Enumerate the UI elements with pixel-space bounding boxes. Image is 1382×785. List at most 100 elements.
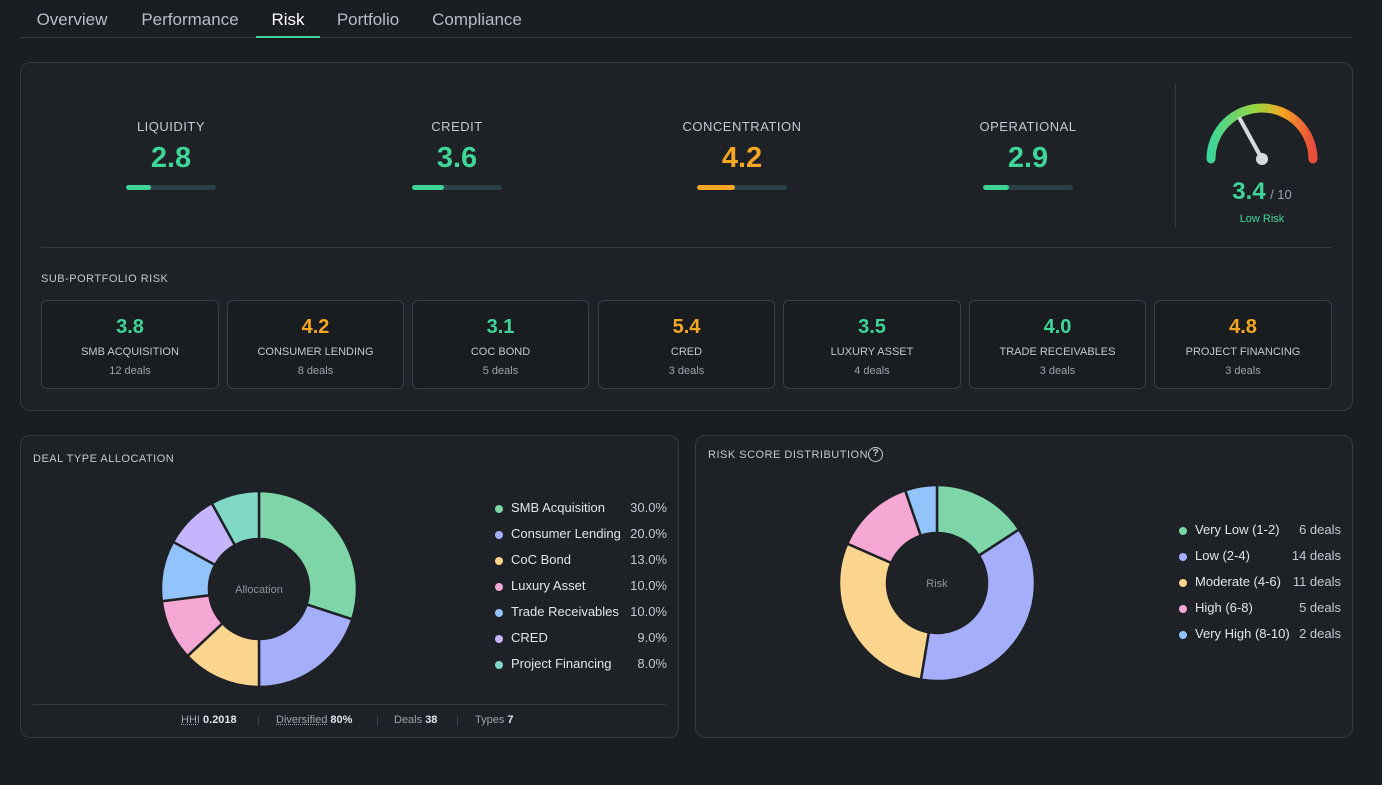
diversified-stat: Diversified 80% bbox=[276, 714, 352, 726]
sub-portfolio-card[interactable]: 4.0 TRADE RECEIVABLES 3 deals bbox=[969, 300, 1146, 389]
sub-portfolio-card[interactable]: 4.2 CONSUMER LENDING 8 deals bbox=[227, 300, 404, 389]
metric-operational: OPERATIONAL 2.9 bbox=[928, 119, 1128, 190]
metric-concentration: CONCENTRATION 4.2 bbox=[642, 119, 842, 190]
hhi-label: HHI bbox=[181, 714, 200, 726]
risk-overview-card: LIQUIDITY 2.8 CREDIT 3.6 CONCENTRATION 4… bbox=[20, 62, 1353, 411]
legend-label: CRED bbox=[511, 630, 548, 645]
legend-item: Very Low (1-2) 6 deals bbox=[1179, 522, 1341, 540]
donut-slice-smb-acquisition[interactable] bbox=[257, 489, 359, 621]
donut-center-label: Allocation bbox=[235, 584, 283, 596]
legend-label: SMB Acquisition bbox=[511, 500, 605, 515]
donut-slice-project-financing[interactable] bbox=[210, 489, 261, 547]
sub-portfolio-card[interactable]: 3.5 LUXURY ASSET 4 deals bbox=[783, 300, 961, 389]
sub-portfolio-card[interactable]: 3.1 COC BOND 5 deals bbox=[412, 300, 589, 389]
metric-bar-fill bbox=[697, 185, 735, 190]
gauge-arc bbox=[1206, 103, 1318, 164]
allocation-title: DEAL TYPE ALLOCATION bbox=[33, 453, 175, 465]
legend-swatch bbox=[495, 583, 503, 591]
deals-stat: Deals 38 bbox=[394, 714, 437, 726]
types-value: 7 bbox=[507, 714, 514, 726]
help-icon[interactable]: ? bbox=[868, 447, 883, 462]
hhi-stat: HHI 0.2018 bbox=[181, 714, 237, 726]
donut-center-label: Risk bbox=[926, 578, 948, 590]
metric-liquidity: LIQUIDITY 2.8 bbox=[71, 119, 271, 190]
distribution-donut: Risk bbox=[837, 483, 1037, 683]
metric-label: CREDIT bbox=[431, 119, 483, 134]
sub-portfolio-card[interactable]: 3.8 SMB ACQUISITION 12 deals bbox=[41, 300, 219, 389]
metric-bar-fill bbox=[126, 185, 152, 190]
legend-label: Low (2-4) bbox=[1195, 548, 1250, 563]
deals-value: 38 bbox=[425, 714, 438, 726]
overall-score-value: 3.4 bbox=[1232, 178, 1266, 205]
legend-swatch bbox=[495, 505, 503, 513]
legend-item: Moderate (4-6) 11 deals bbox=[1179, 574, 1341, 592]
footer-separator bbox=[377, 716, 378, 726]
legend-swatch bbox=[495, 557, 503, 565]
diversified-value: 80% bbox=[330, 714, 353, 726]
legend-swatch bbox=[495, 609, 503, 617]
tab-compliance[interactable]: Compliance bbox=[432, 10, 522, 29]
sub-portfolio-score: 4.2 bbox=[301, 316, 330, 338]
sub-portfolio-name: TRADE RECEIVABLES bbox=[999, 346, 1116, 358]
diversified-label: Diversified bbox=[276, 714, 328, 726]
legend-label: High (6-8) bbox=[1195, 600, 1253, 615]
metric-value: 2.9 bbox=[1007, 142, 1049, 174]
allocation-legend: SMB Acquisition 30.0% Consumer Lending 20.0… bbox=[495, 500, 667, 680]
legend-item: Low (2-4) 14 deals bbox=[1179, 548, 1341, 566]
donut-slice-low-2-4[interactable] bbox=[919, 527, 1037, 683]
overall-score: 3.4 / 10 bbox=[1181, 178, 1343, 206]
tab-risk[interactable]: Risk bbox=[256, 0, 320, 38]
legend-item: CRED 9.0% bbox=[495, 630, 667, 648]
sub-portfolio-name: CRED bbox=[670, 346, 703, 358]
vertical-divider bbox=[1175, 83, 1176, 227]
tab-overview[interactable]: Overview bbox=[36, 10, 108, 29]
sub-portfolio-title: SUB-PORTFOLIO RISK bbox=[41, 273, 169, 285]
gauge-needle bbox=[1237, 116, 1264, 161]
metric-bar-fill bbox=[412, 185, 445, 190]
sub-portfolio-score: 4.8 bbox=[1229, 316, 1257, 338]
donut-slice-very-high-8-10[interactable] bbox=[903, 483, 939, 538]
legend-swatch bbox=[1179, 579, 1187, 587]
legend-value: 10.0% bbox=[630, 578, 667, 593]
legend-swatch bbox=[1179, 605, 1187, 613]
tab-bar: Overview Performance Risk Portfolio Comp… bbox=[20, 0, 1353, 38]
legend-value: 5 deals bbox=[1299, 600, 1341, 615]
sub-portfolio-deals: 3 deals bbox=[668, 365, 705, 377]
risk-gauge bbox=[1206, 103, 1318, 165]
sub-portfolio-deals: 4 deals bbox=[854, 365, 890, 377]
metric-label: CONCENTRATION bbox=[682, 119, 802, 134]
metric-label: LIQUIDITY bbox=[136, 119, 206, 134]
legend-label: Trade Receivables bbox=[511, 604, 619, 619]
types-stat: Types 7 bbox=[475, 714, 514, 726]
sub-portfolio-name: LUXURY ASSET bbox=[830, 346, 914, 358]
legend-label: Project Financing bbox=[511, 656, 612, 671]
legend-label: CoC Bond bbox=[511, 552, 571, 567]
legend-value: 6 deals bbox=[1299, 522, 1341, 537]
legend-swatch bbox=[1179, 553, 1187, 561]
donut-slice-consumer-lending[interactable] bbox=[257, 602, 354, 689]
legend-item: Consumer Lending 20.0% bbox=[495, 526, 667, 544]
tab-performance[interactable]: Performance bbox=[141, 10, 239, 29]
sub-portfolio-name: PROJECT FINANCING bbox=[1185, 346, 1301, 358]
legend-value: 9.0% bbox=[637, 630, 667, 645]
legend-value: 2 deals bbox=[1299, 626, 1341, 641]
gauge-hub bbox=[1256, 153, 1268, 165]
legend-item: CoC Bond 13.0% bbox=[495, 552, 667, 570]
legend-label: Very Low (1-2) bbox=[1195, 522, 1280, 537]
metric-bar bbox=[412, 185, 502, 190]
footer-divider bbox=[33, 704, 666, 705]
sub-portfolio-deals: 12 deals bbox=[109, 365, 151, 377]
legend-item: High (6-8) 5 deals bbox=[1179, 600, 1341, 618]
legend-item: Very High (8-10) 2 deals bbox=[1179, 626, 1341, 644]
sub-portfolio-card[interactable]: 4.8 PROJECT FINANCING 3 deals bbox=[1154, 300, 1332, 389]
sub-portfolio-deals: 3 deals bbox=[1225, 365, 1261, 377]
allocation-donut: Allocation bbox=[159, 489, 359, 689]
sub-portfolio-card[interactable]: 5.4 CRED 3 deals bbox=[598, 300, 775, 389]
sub-portfolio-name: SMB ACQUISITION bbox=[81, 346, 179, 358]
legend-value: 8.0% bbox=[637, 656, 667, 671]
donut-slice-moderate-4-6[interactable] bbox=[837, 541, 931, 682]
tab-portfolio[interactable]: Portfolio bbox=[336, 10, 400, 29]
legend-item: Project Financing 8.0% bbox=[495, 656, 667, 674]
distribution-legend: Very Low (1-2) 6 deals Low (2-4) 14 deals Mo… bbox=[1179, 522, 1341, 652]
sub-portfolio-score: 3.8 bbox=[116, 316, 144, 338]
